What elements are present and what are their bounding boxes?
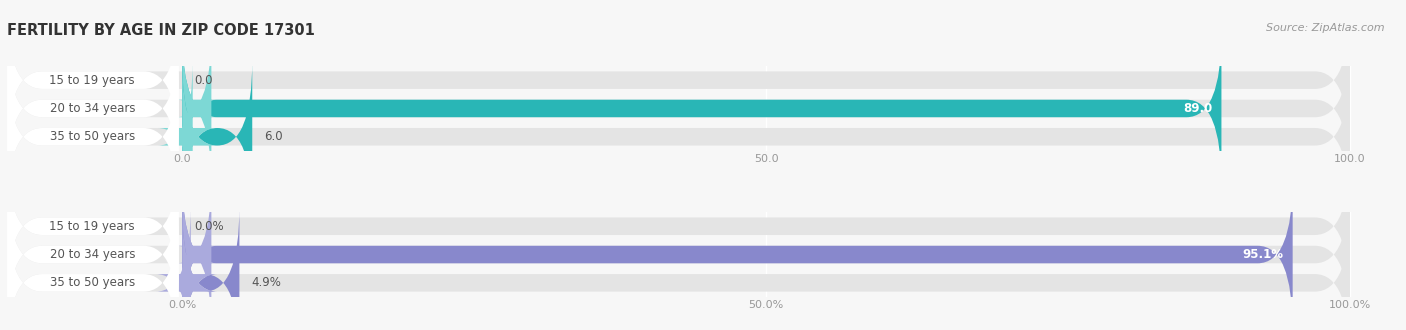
FancyBboxPatch shape [7,4,1350,156]
Text: FERTILITY BY AGE IN ZIP CODE 17301: FERTILITY BY AGE IN ZIP CODE 17301 [7,23,315,38]
Text: 20 to 34 years: 20 to 34 years [49,248,135,261]
FancyBboxPatch shape [7,32,1350,184]
FancyBboxPatch shape [7,150,179,302]
FancyBboxPatch shape [7,179,1350,330]
FancyBboxPatch shape [176,32,217,184]
FancyBboxPatch shape [7,150,1350,302]
Text: 89.0: 89.0 [1182,102,1212,115]
Text: 35 to 50 years: 35 to 50 years [49,276,135,289]
FancyBboxPatch shape [7,32,179,184]
FancyBboxPatch shape [7,179,179,330]
FancyBboxPatch shape [7,207,179,330]
Text: Source: ZipAtlas.com: Source: ZipAtlas.com [1267,23,1385,33]
Text: 35 to 50 years: 35 to 50 years [49,130,135,143]
FancyBboxPatch shape [183,179,1292,330]
Text: 0.0%: 0.0% [194,220,224,233]
FancyBboxPatch shape [183,207,239,330]
FancyBboxPatch shape [156,207,217,330]
FancyBboxPatch shape [176,179,217,330]
FancyBboxPatch shape [7,61,179,213]
FancyBboxPatch shape [7,61,1350,213]
Text: 6.0: 6.0 [264,130,283,143]
FancyBboxPatch shape [183,32,1222,184]
FancyBboxPatch shape [157,61,217,213]
FancyBboxPatch shape [7,4,179,156]
FancyBboxPatch shape [183,61,252,213]
Text: 15 to 19 years: 15 to 19 years [49,220,135,233]
FancyBboxPatch shape [7,207,1350,330]
Text: 20 to 34 years: 20 to 34 years [49,102,135,115]
Text: 95.1%: 95.1% [1243,248,1284,261]
Text: 15 to 19 years: 15 to 19 years [49,74,135,87]
Text: 0.0: 0.0 [194,74,212,87]
Text: 4.9%: 4.9% [252,276,281,289]
